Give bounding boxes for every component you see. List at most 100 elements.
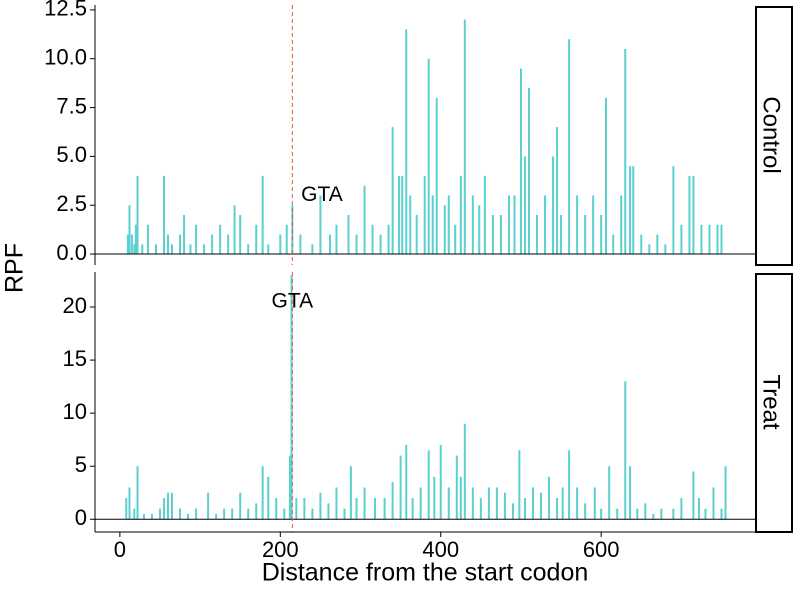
annotation: GTA: [272, 289, 314, 312]
bar: [411, 498, 414, 520]
bar: [708, 224, 711, 255]
bar: [592, 195, 595, 255]
bar: [154, 244, 157, 255]
bar: [405, 29, 408, 255]
bar: [629, 166, 632, 255]
bar: [459, 175, 462, 255]
bar: [401, 175, 404, 255]
bar: [561, 487, 564, 520]
bar: [150, 513, 153, 520]
bar: [672, 166, 675, 255]
bar: [455, 455, 458, 520]
strip-label: Control: [758, 96, 785, 173]
bar: [499, 214, 502, 255]
bar: [171, 492, 174, 520]
x-tick-label: 600: [583, 537, 620, 562]
bar: [363, 185, 366, 255]
bar: [133, 508, 136, 520]
bar: [576, 487, 579, 520]
bar: [327, 503, 330, 520]
bar: [612, 234, 615, 255]
x-tick-label: 400: [422, 537, 459, 562]
bar: [652, 513, 655, 520]
bar: [363, 487, 366, 520]
bar: [379, 234, 382, 255]
bar: [415, 214, 418, 255]
bar: [624, 48, 627, 255]
bar: [183, 214, 186, 255]
bar: [433, 476, 436, 520]
bar: [624, 381, 627, 520]
bar: [660, 508, 663, 520]
bar: [275, 498, 278, 520]
bar: [548, 476, 551, 520]
bar: [523, 156, 526, 255]
bar: [698, 498, 701, 520]
bar: [187, 513, 190, 520]
bar: [398, 175, 401, 255]
bar: [179, 508, 182, 520]
x-tick-label: 200: [262, 537, 299, 562]
bar: [463, 19, 466, 255]
bar: [227, 234, 230, 255]
bar: [279, 234, 282, 255]
bar: [688, 175, 691, 255]
bar: [126, 234, 129, 255]
bar: [285, 224, 288, 255]
x-axis-label: Distance from the start codon: [262, 559, 589, 587]
bar: [584, 214, 587, 255]
bar: [391, 127, 394, 255]
bar: [349, 466, 352, 520]
bar: [511, 503, 514, 520]
bar: [347, 214, 350, 255]
bar: [239, 214, 242, 255]
bar: [487, 487, 490, 520]
bar: [329, 234, 332, 255]
bar: [255, 224, 258, 255]
bar: [632, 166, 635, 255]
bar: [491, 214, 494, 255]
bar: [373, 498, 376, 520]
bar: [215, 513, 218, 520]
bar: [335, 224, 338, 255]
bar: [584, 503, 587, 520]
bar: [319, 492, 322, 520]
bar: [295, 498, 298, 520]
bar: [600, 508, 603, 520]
bar: [447, 195, 450, 255]
bar: [299, 234, 302, 255]
bar: [383, 498, 386, 520]
bar: [644, 503, 647, 520]
bar: [247, 244, 250, 255]
bar: [527, 88, 530, 255]
bar: [142, 513, 145, 520]
bar: [495, 487, 498, 520]
bar: [128, 205, 131, 255]
bar: [556, 127, 559, 255]
bar: [146, 224, 149, 255]
bar: [419, 487, 422, 520]
bar: [179, 234, 182, 255]
bar: [593, 487, 596, 520]
bar: [604, 97, 607, 255]
bar: [343, 508, 346, 520]
bar: [720, 224, 723, 255]
bar: [409, 195, 412, 255]
bar: [128, 487, 131, 520]
bar: [544, 195, 547, 255]
bar: [136, 175, 139, 255]
bar: [531, 487, 534, 520]
bar: [692, 175, 695, 255]
bar: [560, 214, 563, 255]
bar: [576, 195, 579, 255]
y-tick-label: 15: [63, 346, 87, 371]
bar: [405, 444, 408, 520]
bar: [162, 175, 165, 255]
bar: [125, 498, 128, 520]
strip-box: [755, 273, 793, 533]
bar: [640, 234, 643, 255]
bar: [716, 224, 719, 255]
bar: [423, 175, 426, 255]
bar: [427, 450, 430, 520]
bar: [724, 466, 727, 520]
